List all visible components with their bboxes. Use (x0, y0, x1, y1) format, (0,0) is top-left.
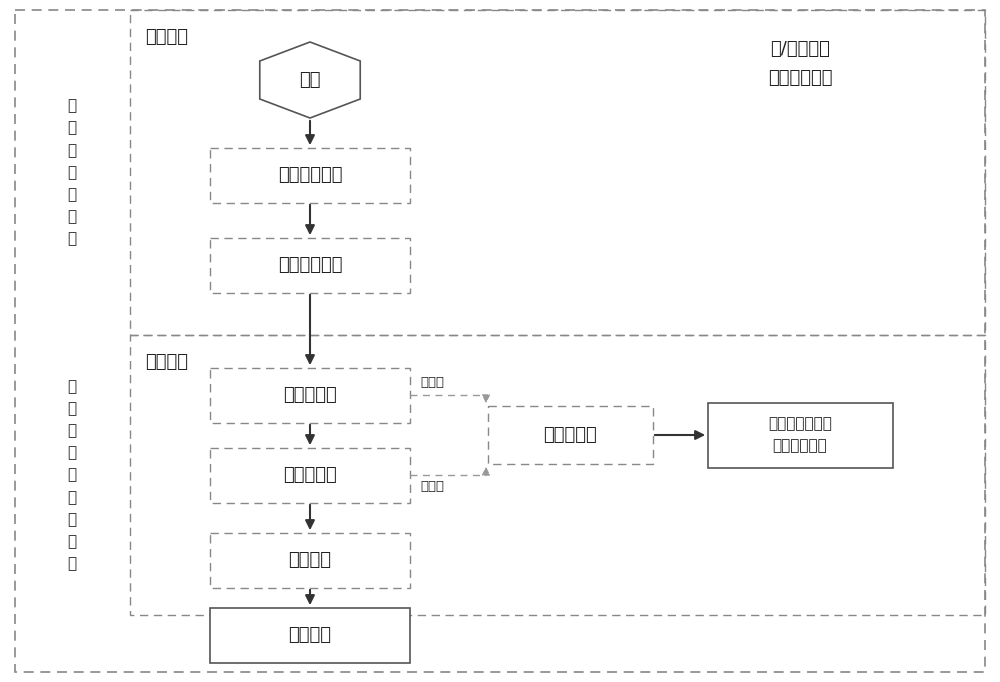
Text: 文件处理: 文件处理 (145, 353, 188, 371)
Bar (210, 148, 410, 203)
Text: 自动上传文件: 自动上传文件 (278, 256, 342, 274)
Text: 开始: 开始 (299, 71, 321, 89)
Text: 网
级
电
能
量
数
据
平
台: 网 级 电 能 量 数 据 平 台 (67, 379, 77, 572)
Text: 数据发布: 数据发布 (288, 626, 332, 644)
Text: 检查数据项: 检查数据项 (283, 466, 337, 484)
Text: 不通过: 不通过 (420, 376, 444, 389)
Text: 计
量
自
动
化
系
统: 计 量 自 动 化 系 统 (67, 98, 77, 247)
Text: 数据入库: 数据入库 (288, 551, 332, 569)
Polygon shape (260, 42, 360, 118)
Text: 检查完整性: 检查完整性 (283, 386, 337, 404)
Text: 不通过: 不通过 (420, 481, 444, 494)
Text: 记录文件处理日
志、转移文件: 记录文件处理日 志、转移文件 (768, 417, 832, 454)
Bar (488, 406, 653, 464)
Text: 生成问题单: 生成问题单 (543, 426, 597, 444)
Bar (130, 335, 985, 615)
Bar (210, 368, 410, 423)
Text: 文件上传: 文件上传 (145, 28, 188, 46)
Text: 自动生成文件: 自动生成文件 (278, 166, 342, 184)
Bar (708, 403, 893, 468)
Text: 日/月在线率
文件正常上传: 日/月在线率 文件正常上传 (768, 40, 832, 87)
Bar (130, 10, 985, 335)
Bar (210, 608, 410, 663)
Bar (210, 448, 410, 503)
Bar (210, 238, 410, 293)
Bar (210, 533, 410, 588)
